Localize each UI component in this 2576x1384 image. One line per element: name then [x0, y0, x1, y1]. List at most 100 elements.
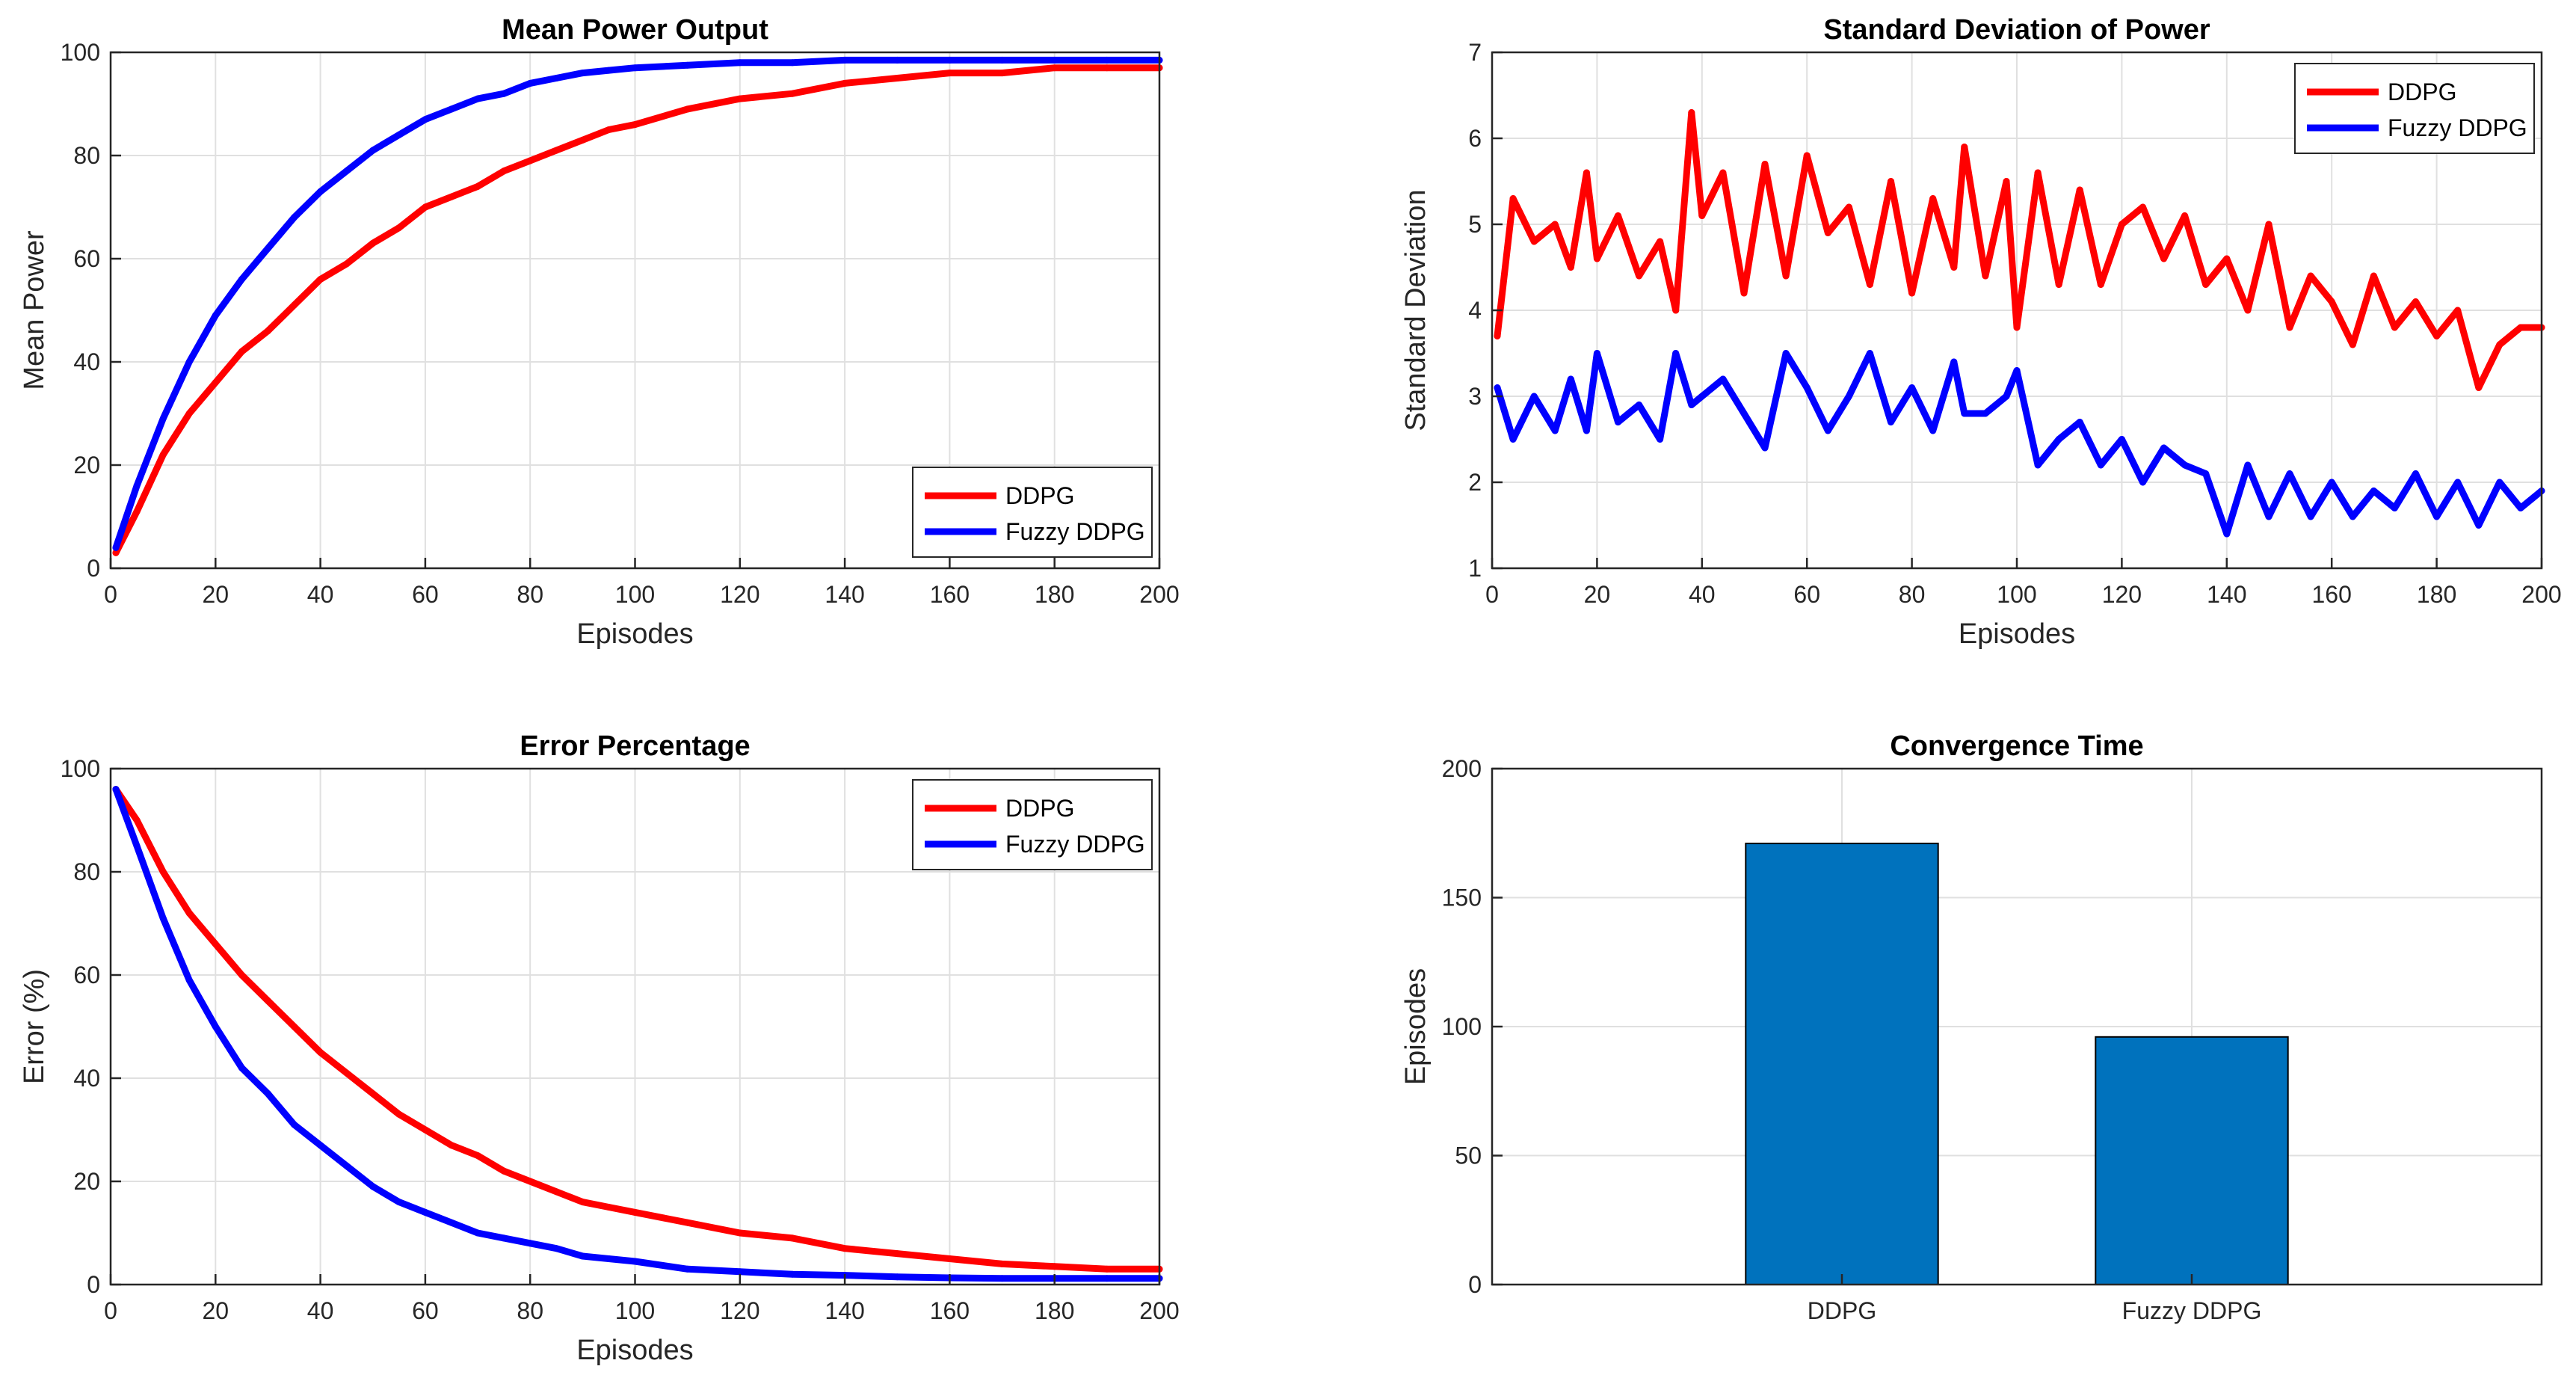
- data-point-ddpg: [789, 1234, 796, 1242]
- tick-labels: 0 20 40 60 80 100 0 20 40 60 80 100 120 140 160 180 200: [61, 39, 1180, 608]
- x-axis-label: Episodes: [576, 1335, 693, 1366]
- y-tick-label: 50: [1455, 1142, 1482, 1169]
- data-point-fuzzy-ddpg: [238, 276, 245, 283]
- data-point-fuzzy-ddpg: [238, 1064, 245, 1071]
- data-point-fuzzy-ddpg: [212, 312, 219, 319]
- series-line-fuzzy-ddpg: [1494, 350, 2545, 538]
- data-point-fuzzy-ddpg: [632, 64, 638, 72]
- data-point-fuzzy-ddpg: [2370, 488, 2377, 494]
- data-point-fuzzy-ddpg: [841, 56, 848, 64]
- data-point-ddpg: [1103, 1265, 1111, 1273]
- x-tick-label: 160: [930, 1297, 970, 1324]
- data-point-ddpg: [500, 167, 508, 175]
- data-point-ddpg: [2391, 324, 2398, 331]
- data-point-fuzzy-ddpg: [474, 95, 481, 102]
- data-point-ddpg: [317, 1049, 324, 1056]
- y-tick-label: 5: [1468, 211, 1482, 238]
- data-point-fuzzy-ddpg: [1688, 402, 1695, 408]
- y-tick-label: 2: [1468, 469, 1482, 496]
- data-point-ddpg: [2097, 281, 2104, 288]
- data-point-ddpg: [2202, 281, 2210, 288]
- data-point-fuzzy-ddpg: [789, 1270, 796, 1278]
- data-point-fuzzy-ddpg: [2223, 530, 2231, 538]
- x-tick-label: 120: [720, 1297, 759, 1324]
- y-tick-label: 150: [1442, 885, 1482, 911]
- data-point-ddpg: [1845, 203, 1852, 211]
- data-point-ddpg: [2475, 384, 2483, 391]
- data-point-ddpg: [999, 1260, 1005, 1267]
- data-point-ddpg: [552, 147, 560, 154]
- data-point-fuzzy-ddpg: [605, 67, 612, 74]
- data-point-ddpg: [2181, 212, 2189, 219]
- data-point-fuzzy-ddpg: [2412, 470, 2419, 477]
- data-point-fuzzy-ddpg: [2118, 436, 2125, 443]
- data-point-ddpg: [1929, 195, 1937, 202]
- data-point-fuzzy-ddpg: [343, 167, 351, 175]
- y-tick-label: 200: [1442, 755, 1482, 782]
- data-point-fuzzy-ddpg: [1494, 384, 1501, 391]
- data-point-fuzzy-ddpg: [422, 116, 429, 123]
- data-point-fuzzy-ddpg: [1845, 393, 1852, 400]
- data-point-ddpg: [1593, 255, 1600, 262]
- data-point-fuzzy-ddpg: [2244, 461, 2252, 469]
- data-point-ddpg: [526, 157, 534, 164]
- data-point-fuzzy-ddpg: [526, 79, 534, 87]
- data-point-fuzzy-ddpg: [1509, 436, 1517, 443]
- legend-label-fuzzy-ddpg: Fuzzy DDPG: [1005, 831, 1145, 858]
- x-tick-label-ddpg: DDPG: [1808, 1297, 1876, 1324]
- x-axis-label: Episodes: [1959, 618, 2075, 650]
- data-point-fuzzy-ddpg: [1583, 427, 1590, 434]
- chart-title: Error Percentage: [520, 731, 750, 762]
- data-point-ddpg: [2454, 307, 2462, 314]
- data-point-fuzzy-ddpg: [526, 1240, 534, 1247]
- y-tick-label: 0: [87, 1271, 100, 1298]
- x-tick-label: 40: [307, 1297, 334, 1324]
- data-point-fuzzy-ddpg: [1929, 427, 1937, 434]
- x-tick-label: 80: [517, 581, 543, 608]
- data-point-fuzzy-ddpg: [369, 1183, 377, 1190]
- data-point-ddpg: [1782, 272, 1790, 280]
- data-point-fuzzy-ddpg: [684, 61, 691, 69]
- data-point-fuzzy-ddpg: [1719, 375, 1727, 383]
- x-tick-label: 20: [203, 1297, 229, 1324]
- data-point-ddpg: [684, 1219, 691, 1226]
- data-point-fuzzy-ddpg: [1698, 393, 1706, 400]
- data-point-ddpg: [2244, 307, 2252, 314]
- data-point-fuzzy-ddpg: [1615, 419, 1621, 425]
- data-point-fuzzy-ddpg: [1982, 410, 1989, 417]
- plot-area: [1745, 843, 2289, 1286]
- x-tick-label: 100: [615, 581, 655, 608]
- data-point-fuzzy-ddpg: [2475, 522, 2483, 529]
- plot-area: [112, 786, 1163, 1282]
- data-point-ddpg: [1530, 238, 1538, 245]
- data-point-fuzzy-ddpg: [2034, 461, 2042, 469]
- data-point-ddpg: [343, 1069, 351, 1077]
- x-tick-label: 200: [2521, 581, 2561, 608]
- data-point-fuzzy-ddpg: [579, 1252, 586, 1260]
- data-point-fuzzy-ddpg: [500, 1234, 508, 1242]
- data-point-ddpg: [159, 451, 167, 458]
- data-point-ddpg: [264, 327, 271, 335]
- x-tick-label: 80: [517, 1297, 543, 1324]
- data-point-fuzzy-ddpg: [1051, 56, 1059, 64]
- data-point-ddpg: [2076, 186, 2083, 194]
- legend-box: [2294, 63, 2535, 154]
- y-tick-label: 40: [73, 348, 100, 375]
- data-point-fuzzy-ddpg: [999, 56, 1005, 64]
- data-point-fuzzy-ddpg: [1103, 56, 1111, 64]
- data-point-fuzzy-ddpg: [212, 1023, 219, 1030]
- x-tick-label: 40: [1689, 581, 1716, 608]
- data-point-ddpg: [1961, 144, 1968, 150]
- data-point-fuzzy-ddpg: [317, 1142, 324, 1149]
- data-point-fuzzy-ddpg: [2328, 479, 2335, 486]
- data-point-fuzzy-ddpg: [1530, 393, 1538, 400]
- data-point-ddpg: [474, 182, 481, 190]
- legend-box: [912, 779, 1153, 870]
- bar-fuzzy-ddpg: [2095, 1036, 2289, 1286]
- data-point-fuzzy-ddpg: [893, 1273, 901, 1281]
- data-point-fuzzy-ddpg: [1866, 350, 1873, 357]
- data-point-ddpg: [736, 1229, 744, 1237]
- data-point-ddpg: [999, 70, 1005, 77]
- data-point-ddpg: [2517, 324, 2524, 331]
- x-tick-label: 180: [1035, 581, 1074, 608]
